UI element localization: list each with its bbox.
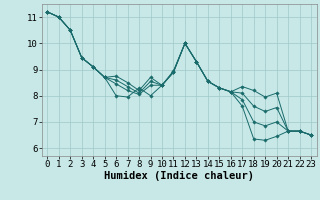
X-axis label: Humidex (Indice chaleur): Humidex (Indice chaleur) [104, 171, 254, 181]
